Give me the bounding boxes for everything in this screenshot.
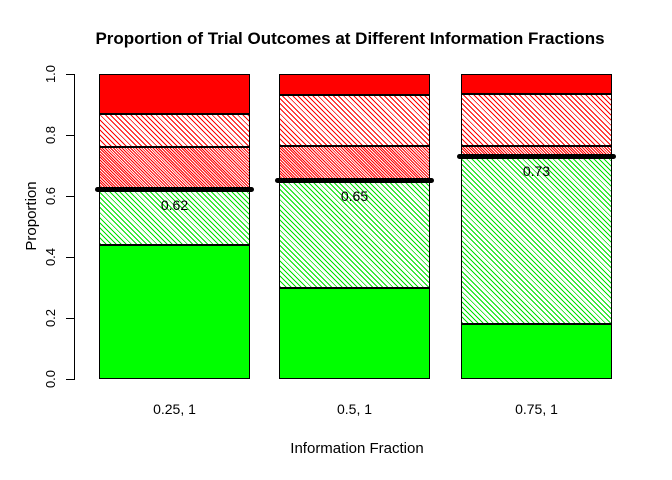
bar-1-segment-hatched-green xyxy=(279,181,430,288)
bar-0-segment-solid-red xyxy=(99,74,250,114)
bar-1-segment-solid-green xyxy=(279,288,430,379)
x-category-label-0: 0.25, 1 xyxy=(153,401,196,417)
x-axis-label: Information Fraction xyxy=(290,440,424,457)
y-tick-0.0 xyxy=(66,379,74,380)
y-tick-1.0 xyxy=(66,74,74,75)
threshold-line-0.65 xyxy=(275,178,434,183)
chart-title: Proportion of Trial Outcomes at Differen… xyxy=(95,29,605,48)
bar-0-segment-dense-hatched-red xyxy=(99,147,250,190)
y-tick-label-0.8: 0.8 xyxy=(43,125,58,145)
bar-2-segment-solid-red xyxy=(461,74,612,94)
bar-1-segment-dense-hatched-red xyxy=(279,146,430,181)
bar-2-segment-sparse-hatched-red xyxy=(461,94,612,146)
y-tick-label-0.2: 0.2 xyxy=(43,308,58,328)
x-category-label-1: 0.5, 1 xyxy=(336,401,373,417)
y-axis-label: Proportion xyxy=(23,181,40,251)
y-tick-0.6 xyxy=(66,196,74,197)
threshold-value-label: 0.73 xyxy=(522,163,551,179)
y-tick-label-0.0: 0.0 xyxy=(43,369,58,389)
y-axis-line xyxy=(74,74,75,380)
threshold-line-0.73 xyxy=(457,154,616,159)
bar-0-segment-sparse-hatched-red xyxy=(99,114,250,147)
x-category-label-2: 0.75, 1 xyxy=(515,401,558,417)
y-tick-0.2 xyxy=(66,318,74,319)
threshold-value-label: 0.62 xyxy=(160,197,189,213)
y-tick-label-0.6: 0.6 xyxy=(43,186,58,206)
y-tick-label-1.0: 1.0 xyxy=(43,64,58,84)
y-tick-0.8 xyxy=(66,135,74,136)
bar-1-segment-solid-red xyxy=(279,74,430,95)
bar-2-segment-hatched-green xyxy=(461,156,612,324)
y-tick-0.4 xyxy=(66,257,74,258)
threshold-line-0.62 xyxy=(95,187,254,192)
y-tick-label-0.4: 0.4 xyxy=(43,247,58,267)
bar-2-segment-solid-green xyxy=(461,324,612,379)
bar-0-segment-solid-green xyxy=(99,245,250,379)
bar-1-segment-sparse-hatched-red xyxy=(279,95,430,146)
threshold-value-label: 0.65 xyxy=(340,188,369,204)
